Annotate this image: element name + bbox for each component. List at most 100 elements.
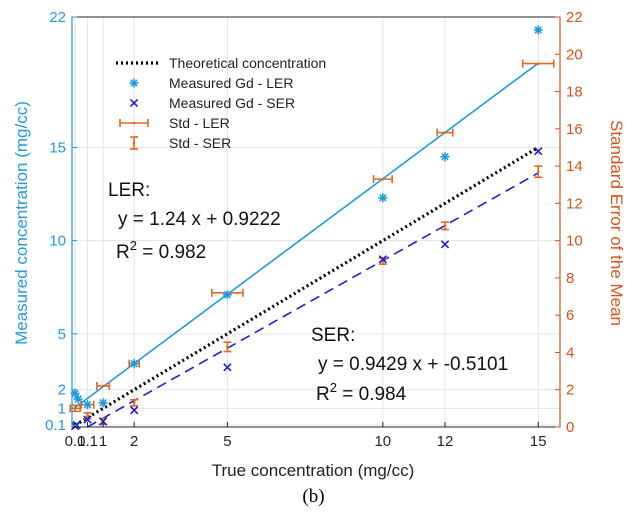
ler-r2-value: = 0.982 [137,242,206,263]
errorbar-center [86,414,89,418]
ler-point [129,359,139,369]
ler-point [222,290,232,300]
y-left-tick-label: 10 [49,233,66,250]
ler-point [73,394,83,404]
legend-swatch [130,136,138,150]
theoretical-line [74,146,540,427]
std-ser-bar [83,412,92,420]
ser-r2-sup: 2 [330,380,337,395]
x-stroke [440,240,450,249]
asterisk-stroke [130,359,138,368]
asterisk-stroke [99,399,107,407]
legend: Theoretical concentration Measured Gd - L… [116,55,326,151]
asterisk-stroke [534,26,543,34]
asterisk-stroke [71,389,79,398]
legend-item: Theoretical concentration [116,55,326,71]
ler-r2-base: R [116,242,130,263]
x-stroke [129,406,139,415]
asterisk-stroke [130,79,138,87]
x-tick-label: 10 [374,433,391,450]
ler-point [83,400,93,410]
y-right-tick-label: 4 [566,344,574,361]
x-tick-label: 2 [130,433,138,450]
errorbar-center [226,345,229,349]
ler-point [440,152,450,162]
x-tick-label: 12 [437,433,454,450]
legend-swatch [119,119,149,127]
y-right-tick-label: 6 [566,307,574,324]
axes: 0.10.1 1 2 5 10 12 150.11251015220246810121416… [45,9,583,450]
y-right-tick-label: 0 [566,419,574,436]
ler-r2: R2 = 0.982 [116,238,206,263]
ser-r2-value: = 0.984 [337,384,407,405]
legend-label: Measured Gd - SER [169,95,295,111]
asterisk-stroke [223,290,232,299]
x-axis-label: True concentration (mg/cc) [212,461,415,480]
y-right-tick-label: 2 [566,382,574,399]
errorbar-center [536,170,540,173]
std-ser-bar [223,341,232,353]
y-right-tick-label: 16 [566,121,583,138]
y-right-tick-label: 18 [566,84,583,101]
x-tick-label: 15 [530,433,547,450]
grid [72,16,560,427]
std-ler-bar [96,382,111,390]
x-tick-label: 0.1 [65,433,86,450]
legend-label: Std - SER [169,135,231,151]
asterisk-stroke [83,400,92,409]
y-right-tick-label: 14 [566,158,583,175]
ler-point [378,193,388,203]
ler-fit-line [74,62,539,409]
y-right-tick-label: 12 [566,195,583,212]
ser-fit-line [87,172,539,428]
errorbar-center [443,131,447,134]
asterisk-stroke [74,395,82,403]
std-ler-bar [436,128,454,137]
legend-label: Theoretical concentration [169,55,326,71]
ser-r2: R2 = 0.984 [316,380,407,405]
ser-point [129,98,139,108]
std-ser-bar [534,165,543,179]
errorbar-center [101,384,105,388]
ser-equation: y = 0.9429 x + -0.5101 [318,354,508,375]
x-stroke [223,363,232,372]
legend-item: Measured Gd - LER [129,75,294,91]
x-stroke [98,417,108,426]
legend-label: Measured Gd - LER [169,75,294,91]
y-axis-right-label: Standard Error of the Mean [607,120,626,326]
x-tick-label: 5 [223,433,231,450]
std-ler-bar [372,175,393,184]
std-ser-bar [130,398,139,407]
ser-point [534,147,543,156]
ler-point [98,398,108,408]
legend-item: Std - LER [119,115,230,131]
ser-point [83,415,92,424]
x-stroke [534,147,543,156]
asterisk-stroke [379,194,387,202]
figure-caption: (b) [302,486,325,507]
y-right-tick-label: 8 [566,270,574,287]
x-stroke [83,415,92,424]
y-left-tick-label: 15 [49,139,66,156]
ser-title: SER: [311,325,355,346]
ler-r2-sup: 2 [130,238,137,253]
ser-point [223,363,232,372]
ser-r2-base: R [316,384,330,405]
y-right-tick-label: 22 [566,9,583,26]
y-left-tick-label: 2 [58,382,66,399]
legend-label: Std - LER [169,115,230,131]
x-stroke [129,98,139,108]
errorbar-center [443,224,447,228]
ser-point [378,255,387,264]
y-left-tick-label: 5 [58,326,66,343]
std-ler-bar [521,59,555,68]
ser-point [98,417,108,426]
errorbar-center [381,177,385,181]
errorbar-center [132,141,136,145]
y-left-tick-label: 1 [58,400,66,417]
x-tick-label: 0.1 [77,433,98,450]
errorbar-center [132,401,136,405]
ser-point [440,240,450,249]
errorbar-center [536,62,540,65]
